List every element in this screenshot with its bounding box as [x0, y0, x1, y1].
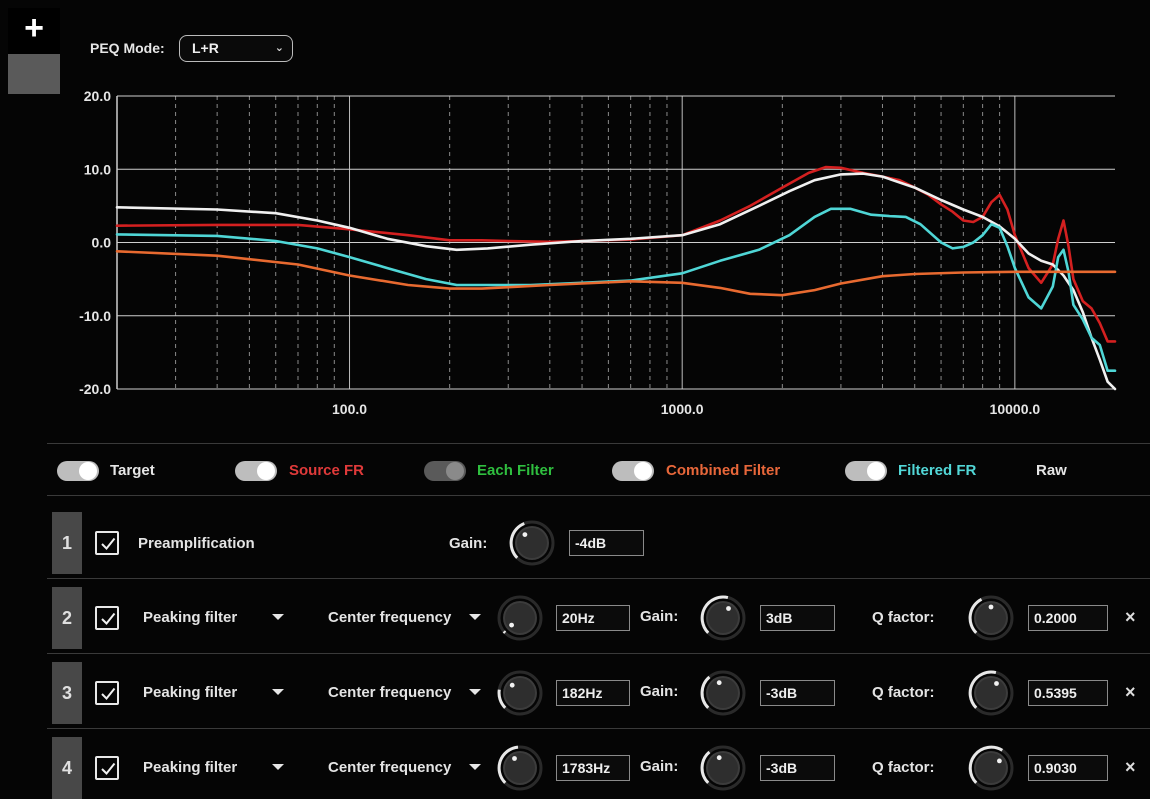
legend-toggle[interactable] — [57, 461, 99, 481]
preamp-gain-knob[interactable] — [509, 520, 555, 566]
chart-grid — [116, 95, 1115, 390]
q-factor-label: Q factor: — [872, 684, 935, 701]
y-tick-label: 20.0 — [84, 88, 111, 104]
legend-label: Source FR — [289, 462, 365, 479]
q-factor-knob[interactable] — [968, 745, 1014, 791]
chevron-down-icon[interactable] — [469, 764, 481, 770]
preamp-gain-input[interactable]: -4dB — [569, 530, 644, 556]
legend-label: Each Filter — [477, 462, 554, 479]
toggle-knob — [79, 462, 97, 480]
row-number: 3 — [52, 662, 82, 724]
series-line — [115, 250, 1117, 297]
enable-checkbox[interactable] — [95, 531, 119, 555]
frequency-input[interactable]: 20Hz — [556, 605, 630, 631]
gain-label: Gain: — [640, 758, 679, 775]
q-factor-knob[interactable] — [968, 595, 1014, 641]
frequency-knob[interactable] — [497, 670, 543, 716]
peq-mode-value: L+R — [192, 40, 219, 56]
frequency-input[interactable]: 182Hz — [556, 680, 630, 706]
divider — [47, 653, 1150, 654]
filter-type-select[interactable]: Peaking filter — [143, 684, 238, 701]
legend-toggle[interactable] — [424, 461, 466, 481]
center-frequency-select[interactable]: Center frequency — [328, 684, 452, 701]
series-line — [115, 207, 1117, 373]
add-button[interactable]: + — [8, 8, 60, 54]
gain-input[interactable]: -3dB — [760, 680, 835, 706]
gain-knob[interactable] — [700, 745, 746, 791]
toggle-knob — [257, 462, 275, 480]
frequency-response-chart: 20.0 10.0 0.0 -10.0 -20.0 100.0 1000.0 10000.0 — [79, 88, 1117, 417]
divider — [47, 443, 1150, 444]
chevron-down-icon[interactable] — [272, 764, 284, 770]
filter-type-select[interactable]: Peaking filter — [143, 609, 238, 626]
frequency-knob[interactable] — [497, 745, 543, 791]
toggle-knob — [867, 462, 885, 480]
chevron-down-icon[interactable] — [469, 689, 481, 695]
gain-knob[interactable] — [700, 595, 746, 641]
legend-toggle[interactable] — [235, 461, 277, 481]
enable-checkbox[interactable] — [95, 756, 119, 780]
preamp-label: Preamplification — [138, 535, 255, 552]
divider — [47, 495, 1150, 496]
row-number: 2 — [52, 587, 82, 649]
chevron-down-icon: ⌄ — [274, 42, 284, 54]
divider — [47, 578, 1150, 579]
enable-checkbox[interactable] — [95, 681, 119, 705]
peq-mode-label: PEQ Mode: — [90, 40, 165, 56]
series-line — [115, 172, 1117, 391]
legend-label: Target — [110, 462, 155, 479]
chevron-down-icon[interactable] — [469, 614, 481, 620]
center-frequency-select[interactable]: Center frequency — [328, 609, 452, 626]
center-frequency-select[interactable]: Center frequency — [328, 759, 452, 776]
q-factor-knob[interactable] — [968, 670, 1014, 716]
chart-series — [115, 165, 1117, 391]
y-tick-label: 0.0 — [92, 235, 112, 251]
frequency-input[interactable]: 1783Hz — [556, 755, 630, 781]
close-icon[interactable]: × — [1125, 607, 1136, 627]
gain-label: Gain: — [640, 683, 679, 700]
divider — [47, 728, 1150, 729]
legend-label: Combined Filter — [666, 462, 781, 479]
chevron-down-icon[interactable] — [272, 689, 284, 695]
chevron-down-icon[interactable] — [272, 614, 284, 620]
y-tick-label: -20.0 — [79, 381, 111, 397]
gain-input[interactable]: -3dB — [760, 755, 835, 781]
peq-mode-select[interactable]: L+R ⌄ — [179, 35, 293, 62]
gain-input[interactable]: 3dB — [760, 605, 835, 631]
close-icon[interactable]: × — [1125, 682, 1136, 702]
row-number: 1 — [52, 512, 82, 574]
enable-checkbox[interactable] — [95, 606, 119, 630]
toggle-knob — [446, 462, 464, 480]
legend-toggle[interactable] — [845, 461, 887, 481]
q-factor-input[interactable]: 0.9030 — [1028, 755, 1108, 781]
gain-label: Gain: — [640, 608, 679, 625]
q-factor-input[interactable]: 0.2000 — [1028, 605, 1108, 631]
x-tick-label: 1000.0 — [661, 401, 704, 417]
frequency-knob[interactable] — [497, 595, 543, 641]
y-tick-label: 10.0 — [84, 161, 111, 177]
y-tick-label: -10.0 — [79, 308, 111, 324]
close-icon[interactable]: × — [1125, 757, 1136, 777]
gain-knob[interactable] — [700, 670, 746, 716]
raw-label[interactable]: Raw — [1036, 462, 1067, 479]
toggle-knob — [634, 462, 652, 480]
legend-toggle[interactable] — [612, 461, 654, 481]
row-number: 4 — [52, 737, 82, 799]
x-tick-label: 10000.0 — [990, 401, 1041, 417]
legend-label: Filtered FR — [898, 462, 977, 479]
side-panel-tab[interactable] — [8, 54, 60, 94]
chart-ticks: 20.0 10.0 0.0 -10.0 -20.0 100.0 1000.0 10000.0 — [79, 88, 1040, 417]
gain-label: Gain: — [449, 535, 488, 552]
q-factor-input[interactable]: 0.5395 — [1028, 680, 1108, 706]
filter-type-select[interactable]: Peaking filter — [143, 759, 238, 776]
q-factor-label: Q factor: — [872, 609, 935, 626]
q-factor-label: Q factor: — [872, 759, 935, 776]
x-tick-label: 100.0 — [332, 401, 367, 417]
